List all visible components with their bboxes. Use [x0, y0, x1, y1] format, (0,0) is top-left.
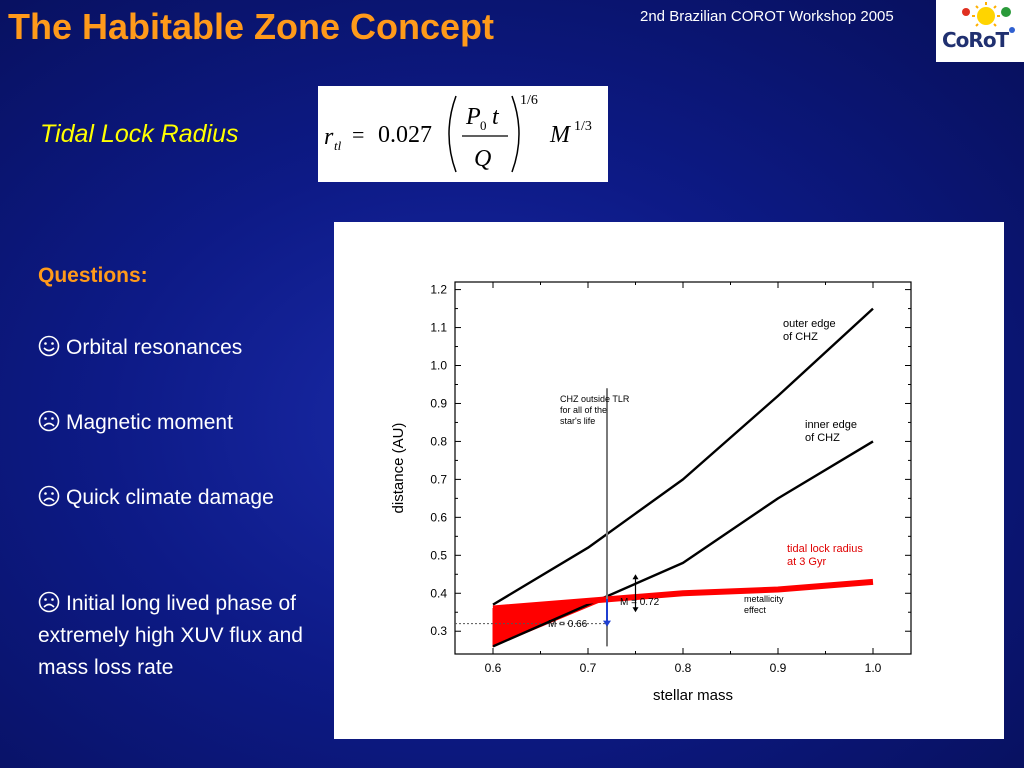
series-line [492, 578, 874, 612]
question-text: Quick climate damage [66, 486, 274, 509]
annotation-chz-outside: for all of the [560, 405, 607, 415]
y-tick-label: 1.2 [430, 283, 447, 297]
annotation-metallicity: effect [744, 605, 766, 615]
sun-icon [962, 2, 1015, 33]
annotation-m072: M = 0.72 [620, 597, 660, 608]
slide-title: The Habitable Zone Concept [8, 6, 495, 47]
annotation-chz-outside: star's life [560, 416, 595, 426]
x-tick-label: 0.7 [580, 661, 597, 675]
annotation-m066: M = 0.66 [548, 619, 588, 630]
annotation-inner-edge: inner edge [805, 419, 857, 431]
formula-outer-exp: 1/6 [520, 93, 538, 108]
formula-t: t [492, 104, 500, 130]
x-tick-label: 1.0 [865, 661, 882, 675]
annotation-tidal-lock: at 3 Gyr [787, 556, 826, 568]
formula-p-sub: 0 [480, 118, 487, 133]
question-item: Magnetic moment [38, 407, 308, 439]
y-tick-label: 0.9 [430, 396, 447, 410]
y-tick-label: 1.0 [430, 359, 447, 373]
smiley-happy-icon [38, 335, 60, 357]
y-tick-label: 0.7 [430, 472, 447, 486]
question-item: Orbital resonances [38, 332, 308, 364]
question-item: Initial long lived phase of extremely hi… [38, 588, 308, 684]
habitable-zone-chart: 0.6 0.7 0.8 0.9 1.0 0.3 0.4 0.5 0.6 0.7 0.8 0.9 1.0 1… [334, 222, 1004, 739]
question-item: Quick climate damage [38, 482, 308, 514]
formula-q: Q [474, 146, 491, 172]
workshop-label: 2nd Brazilian COROT Workshop 2005 [640, 8, 894, 25]
formula-r-sub: tl [334, 138, 342, 153]
blue-arrow-head [603, 620, 611, 627]
formula-m: M [549, 122, 572, 148]
y-tick-label: 0.3 [430, 624, 447, 638]
tidal-lock-label: Tidal Lock Radius [40, 120, 239, 148]
metallicity-arrow-head [632, 574, 639, 580]
y-tick-label: 0.4 [430, 586, 447, 600]
formula-p: P [465, 104, 481, 130]
formula-equals: = [352, 122, 364, 147]
metallicity-arrow-head [632, 607, 639, 613]
annotation-metallicity: metallicity [744, 594, 784, 604]
annotation-inner-edge: of CHZ [805, 432, 840, 444]
series-line [492, 307, 874, 606]
questions-heading: Questions: [38, 264, 148, 287]
corot-logo: CoRoT [936, 0, 1024, 62]
chart-svg: 0.6 0.7 0.8 0.9 1.0 0.3 0.4 0.5 0.6 0.7 0.8 0.9 1.0 1… [390, 281, 912, 704]
series-line [492, 440, 874, 648]
y-tick-label: 0.8 [430, 434, 447, 448]
question-text: Orbital resonances [66, 336, 243, 359]
annotation-outer-edge: outer edge [783, 318, 836, 330]
question-text: Initial long lived phase of extremely hi… [38, 592, 303, 679]
y-tick-label: 0.6 [430, 510, 447, 524]
y-axis-label: distance (AU) [390, 423, 407, 514]
x-axis-label: stellar mass [653, 687, 733, 704]
annotation-tidal-lock: tidal lock radius [787, 543, 863, 555]
question-text: Magnetic moment [66, 411, 233, 434]
y-tick-label: 0.5 [430, 548, 447, 562]
smiley-sad-icon [38, 591, 60, 613]
x-tick-label: 0.8 [675, 661, 692, 675]
tidal-lock-formula: r tl = 0.027 P 0 t Q 1/6 M 1/3 [318, 86, 608, 182]
logo-wordmark: CoRoT [942, 28, 1009, 52]
x-tick-label: 0.9 [770, 661, 787, 675]
formula-mass-exp: 1/3 [574, 119, 592, 134]
annotation-outer-edge: of CHZ [783, 331, 818, 343]
smiley-sad-icon [38, 485, 60, 507]
smiley-sad-icon [38, 410, 60, 432]
y-tick-label: 1.1 [430, 321, 447, 335]
formula-coefficient: 0.027 [378, 122, 432, 148]
annotation-chz-outside: CHZ outside TLR [560, 394, 630, 404]
formula-r: r [324, 124, 334, 150]
x-tick-label: 0.6 [485, 661, 502, 675]
